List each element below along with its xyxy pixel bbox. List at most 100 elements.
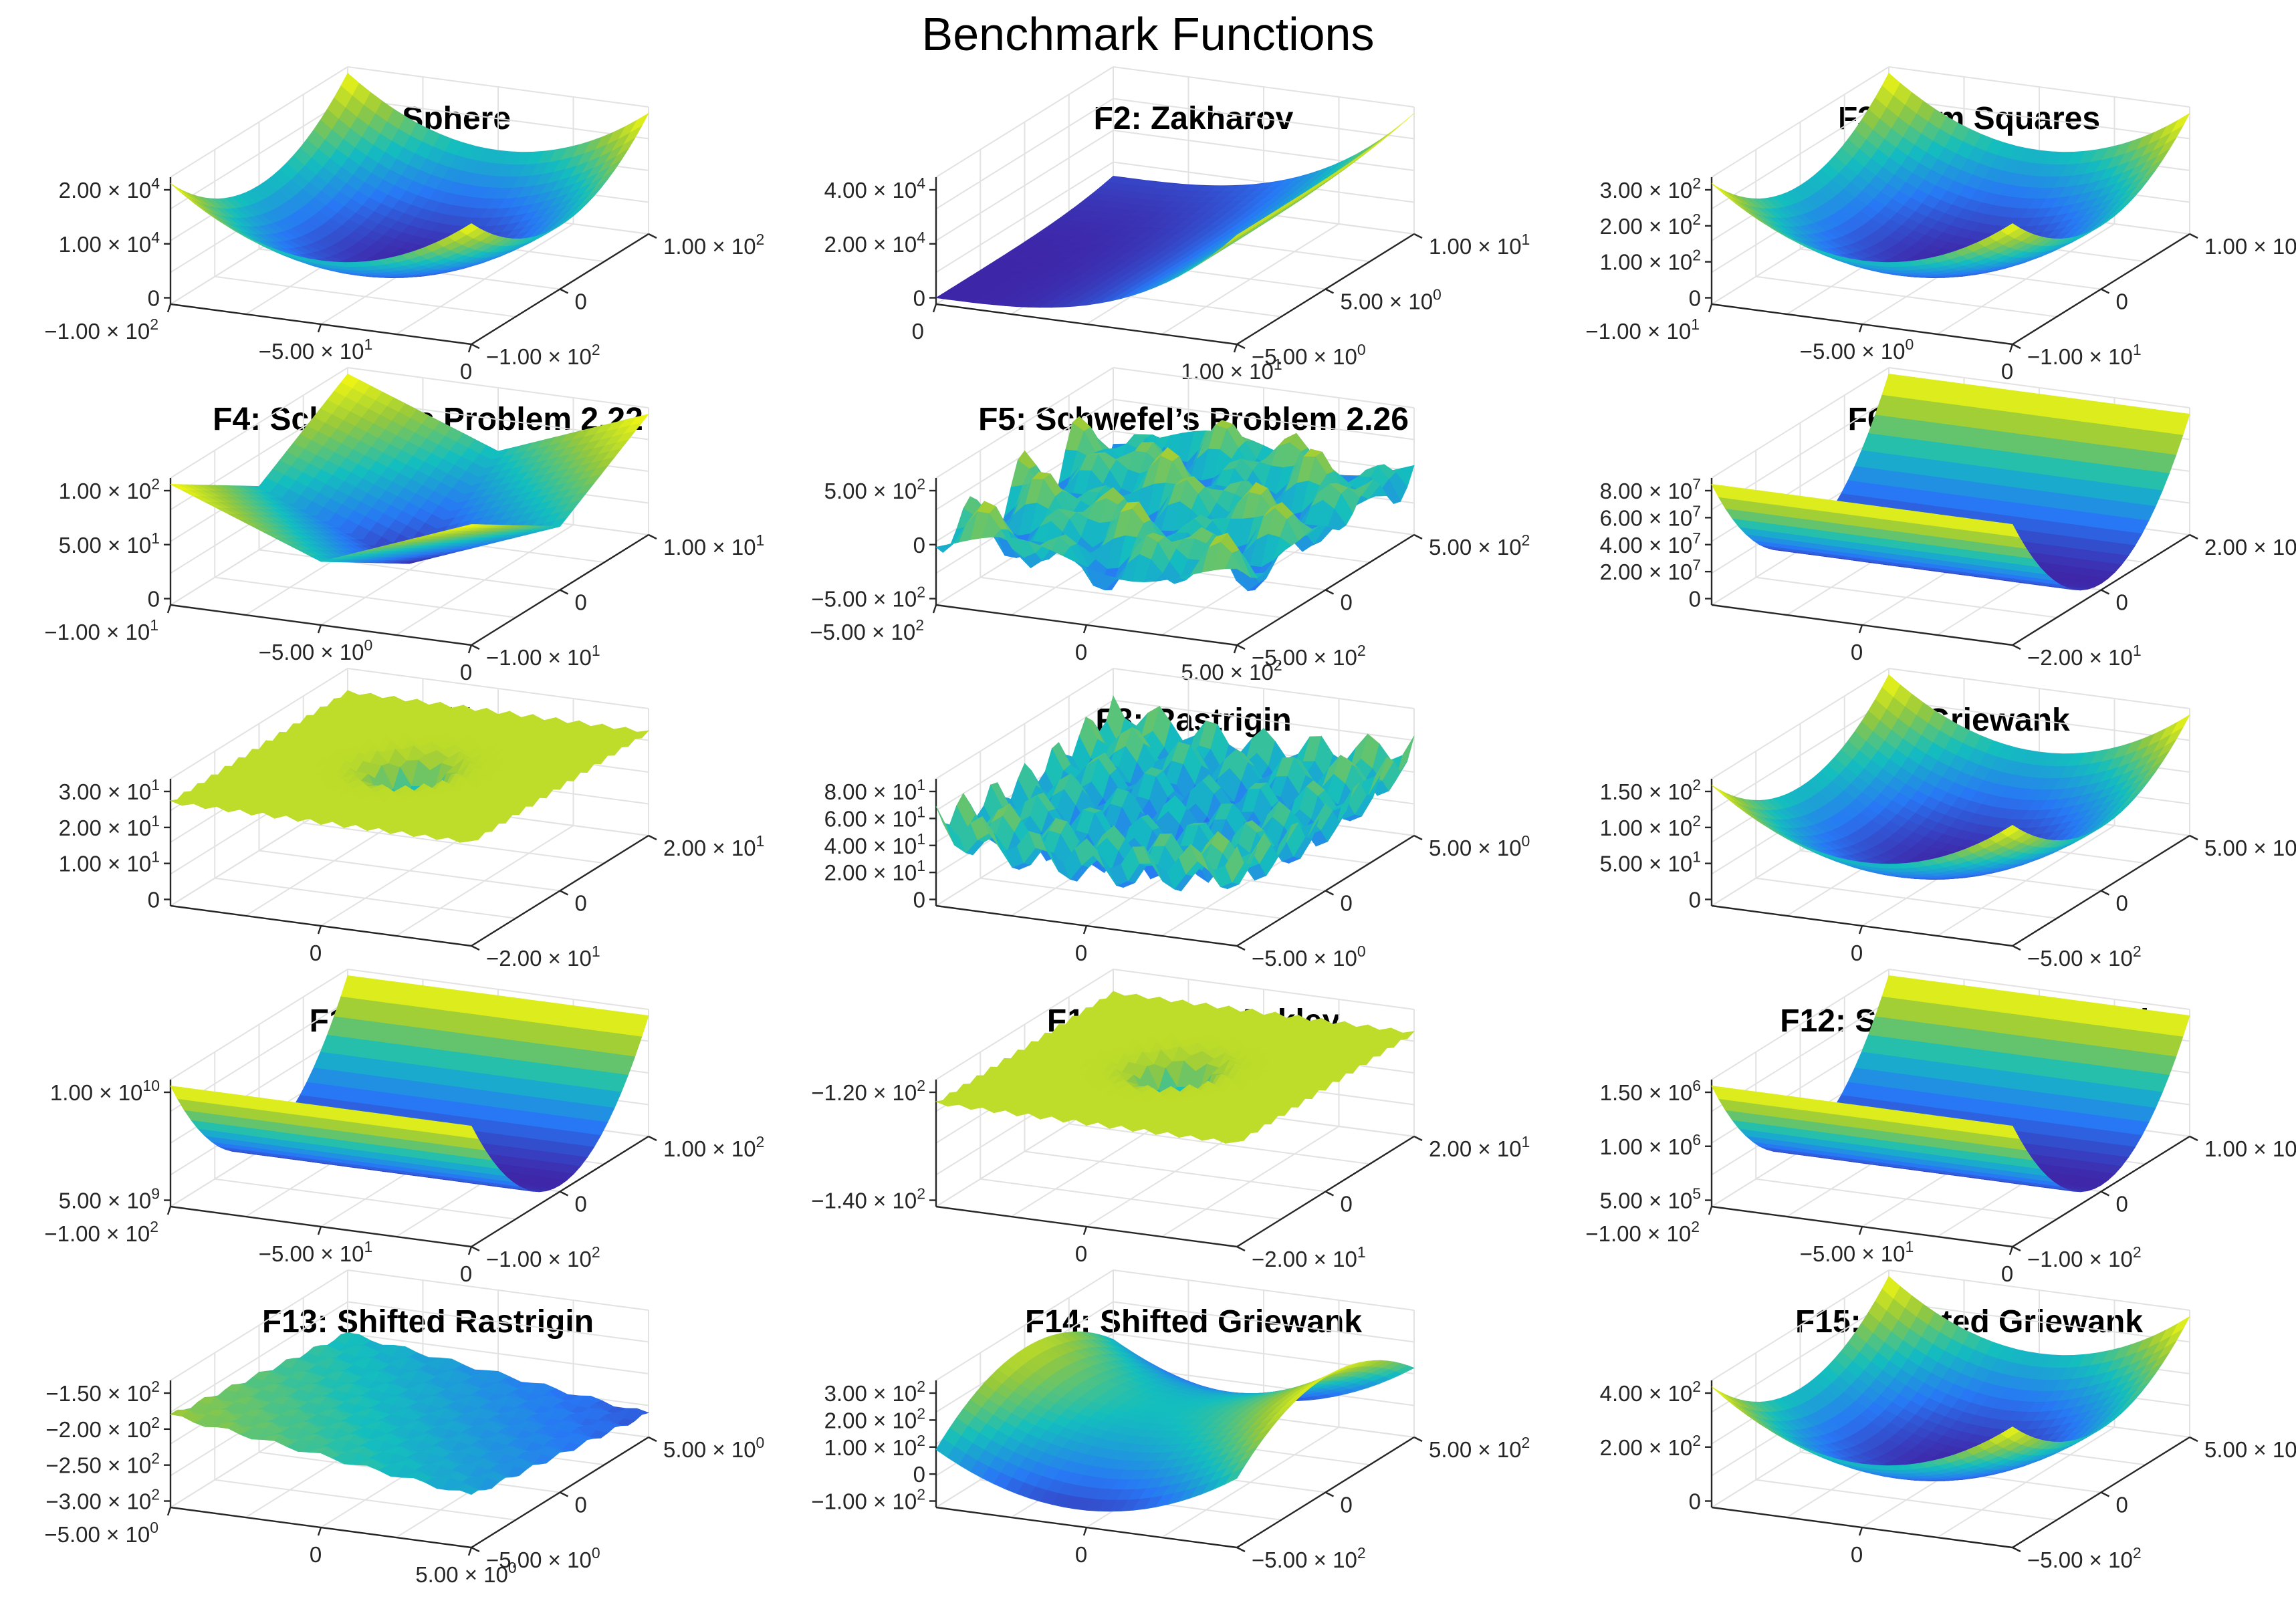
- subplot-f1: F1: Sphere 2.00 × 104 1.00 × 104 0 −1.00 × 1…: [17, 66, 764, 391]
- x-tick-label: −5.00 × 101: [259, 336, 373, 364]
- x-tick-mark: [932, 303, 937, 313]
- surface-patch: [1225, 230, 1244, 245]
- subplot-svg: F5: Schwefel’s Problem 2.265.00 × 1020−5…: [810, 367, 1530, 685]
- x-tick-mark: [1858, 624, 1863, 634]
- z-tick-label: 0: [1689, 286, 1701, 311]
- surface-patch: [935, 542, 955, 553]
- grid-line: [259, 850, 560, 892]
- z-tick-label: 5.00 × 101: [59, 529, 160, 558]
- subplot-f5: F5: Schwefel’s Problem 2.26 5.00 × 102 0 −5…: [782, 367, 1530, 692]
- y-tick-label: 5.00 × 100: [1341, 286, 1442, 314]
- surface-patch: [2000, 223, 2020, 235]
- grid-line: [303, 822, 604, 864]
- surface-patch: [1225, 552, 1244, 573]
- z-tick-label: 0: [913, 533, 925, 558]
- z-tick-label: 4.00 × 107: [1600, 529, 1701, 558]
- y-tick-mark: [559, 288, 569, 294]
- surface-patch: [459, 524, 479, 528]
- y-tick-label: −1.00 × 101: [2027, 341, 2142, 369]
- y-tick-label: 5.00 × 102: [1429, 531, 1530, 560]
- surface-patch: [459, 223, 479, 235]
- x-tick-label: −5.00 × 102: [810, 616, 924, 644]
- x-tick-mark: [467, 644, 473, 654]
- y-tick-label: 0: [575, 590, 587, 615]
- y-tick-mark: [648, 533, 657, 540]
- x-tick-mark: [1233, 644, 1238, 654]
- y-tick-label: 1.00 × 102: [663, 231, 764, 259]
- x-tick-mark: [932, 604, 937, 614]
- surface: [935, 416, 1415, 592]
- x-tick-mark: [1708, 303, 1713, 313]
- y-tick-label: −5.00 × 102: [1252, 642, 1366, 670]
- z-tick-label: 2.00 × 107: [1600, 556, 1701, 584]
- x-tick-mark: [1858, 324, 1863, 333]
- y-tick-mark: [648, 233, 657, 239]
- x-tick-label: −5.00 × 100: [1800, 336, 1914, 364]
- z-tick-label: 3.00 × 102: [1600, 174, 1701, 203]
- z-tick-label: 2.00 × 104: [59, 174, 160, 203]
- grid-line: [259, 549, 560, 591]
- z-tick-label: 0: [148, 587, 160, 612]
- z-tick-label: 4.00 × 104: [824, 174, 926, 203]
- x-tick-mark: [166, 303, 172, 313]
- surface: [170, 72, 650, 278]
- y-tick-mark: [2189, 233, 2198, 239]
- x-tick-mark: [166, 604, 172, 614]
- y-tick-label: 0: [2116, 590, 2128, 615]
- y-tick-mark: [1413, 533, 1423, 540]
- grid-line: [1936, 223, 2115, 335]
- z-tick-label: 0: [913, 286, 925, 311]
- surface: [170, 373, 650, 564]
- z-tick-label: −5.00 × 102: [811, 584, 925, 612]
- x-axis-line: [935, 303, 1238, 346]
- y-tick-label: 0: [2116, 289, 2128, 314]
- z-tick-label: 0: [1689, 587, 1701, 612]
- y-tick-mark: [1325, 288, 1335, 294]
- y-tick-label: 1.00 × 101: [1429, 231, 1530, 259]
- surface-patch: [2000, 522, 2020, 537]
- x-tick-label: 5.00 × 102: [1181, 656, 1282, 685]
- subplot-f4: F4: Schwefel's Problem 2.221.00 × 1025.0…: [17, 367, 764, 692]
- y-tick-label: 0: [575, 289, 587, 314]
- z-tick-label: 1.00 × 104: [59, 229, 160, 257]
- y-tick-mark: [2100, 288, 2110, 294]
- x-tick-label: −1.00 × 102: [44, 316, 158, 344]
- x-tick-mark: [467, 344, 473, 353]
- y-tick-label: 1.00 × 101: [663, 531, 764, 560]
- z-tick-label: 5.00 × 102: [824, 475, 925, 503]
- x-tick-label: 0: [912, 319, 924, 344]
- grid-line: [395, 825, 574, 937]
- surface: [1711, 72, 2191, 278]
- z-tick-label: 6.00 × 107: [1600, 502, 1701, 530]
- x-tick-label: 0: [1075, 640, 1087, 664]
- y-tick-mark: [1325, 589, 1335, 595]
- z-tick-label: 1.00 × 102: [1600, 247, 1701, 275]
- x-tick-label: 1.00 × 101: [1181, 356, 1282, 384]
- z-tick-label: 8.00 × 107: [1600, 475, 1701, 503]
- y-tick-label: 0: [1341, 590, 1353, 615]
- y-tick-label: −1.00 × 101: [486, 642, 600, 670]
- grid-line: [395, 223, 574, 335]
- surface-patch: [1711, 183, 1730, 199]
- y-tick-mark: [471, 343, 480, 350]
- figure-title: Benchmark Functions: [921, 8, 1375, 60]
- x-tick-label: 0: [2001, 359, 2013, 384]
- surface: [1711, 374, 2190, 591]
- x-tick-label: −1.00 × 101: [44, 616, 158, 644]
- y-tick-mark: [1236, 644, 1246, 650]
- z-tick-label: 1.00 × 102: [59, 475, 160, 503]
- subplot-svg: F4: Schwefel's Problem 2.221.00 × 1025.0…: [44, 367, 764, 685]
- x-tick-label: −5.00 × 100: [259, 636, 373, 664]
- subplot-f3: F3: Sum Squares 3.00 × 102 2.00 × 102 1.00 …: [1558, 66, 2296, 391]
- y-tick-mark: [471, 644, 480, 650]
- x-tick-label: 0: [460, 660, 472, 685]
- y-tick-mark: [2100, 589, 2110, 595]
